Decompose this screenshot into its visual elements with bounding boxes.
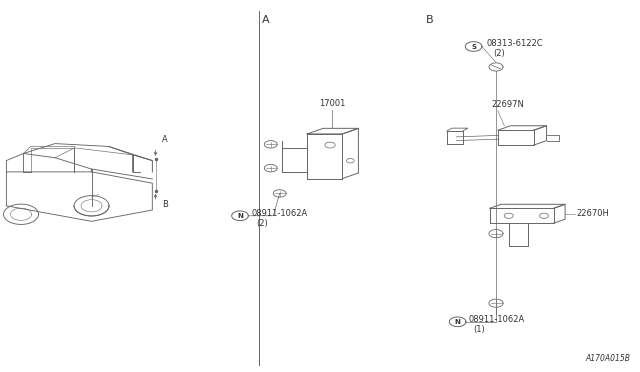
Text: A: A [162, 135, 168, 144]
Text: 22670H: 22670H [576, 209, 609, 218]
Text: S: S [471, 44, 476, 49]
Text: N: N [237, 213, 243, 219]
Text: N: N [454, 319, 461, 325]
Text: A: A [262, 15, 270, 25]
Text: 17001: 17001 [319, 99, 345, 108]
Text: A170A015B: A170A015B [586, 354, 630, 363]
Text: (1): (1) [474, 326, 485, 334]
Text: B: B [162, 201, 168, 209]
Text: 08911-1062A: 08911-1062A [468, 315, 525, 324]
Text: (2): (2) [256, 219, 268, 228]
Text: 22697N: 22697N [492, 100, 524, 109]
Text: (2): (2) [493, 49, 504, 58]
Text: 08911-1062A: 08911-1062A [252, 209, 308, 218]
Text: 08313-6122C: 08313-6122C [486, 39, 543, 48]
Text: B: B [426, 15, 433, 25]
